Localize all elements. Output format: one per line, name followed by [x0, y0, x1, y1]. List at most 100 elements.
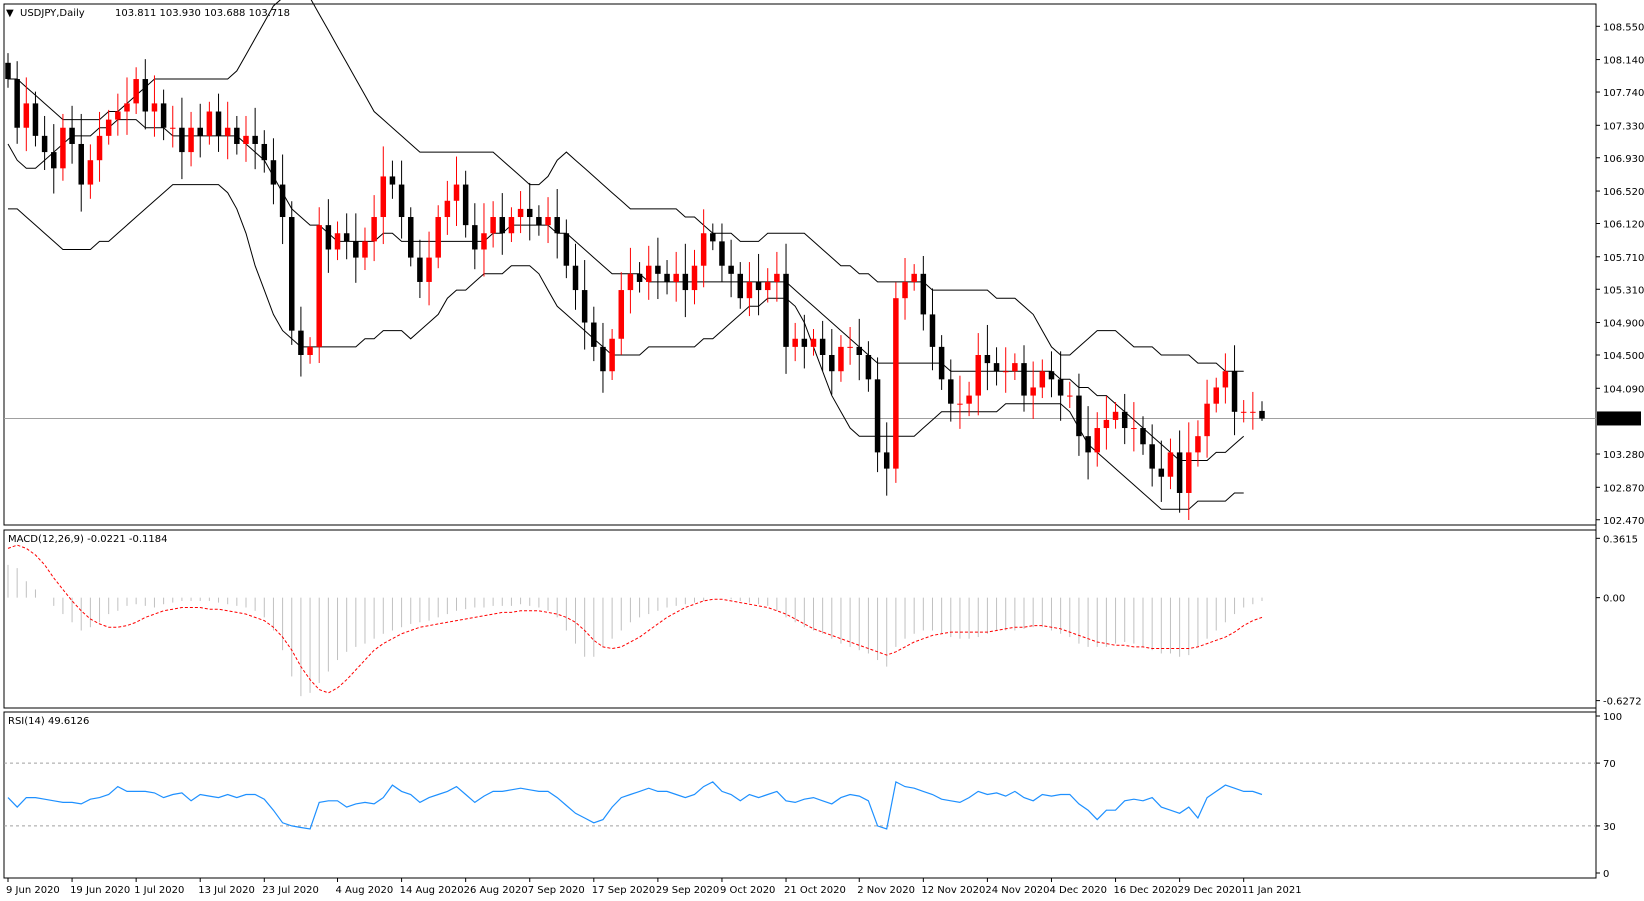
- date-tick-label: 21 Oct 2020: [784, 885, 846, 896]
- header-arrow-icon[interactable]: ▼: [6, 8, 14, 19]
- bear-candle-body: [417, 257, 423, 282]
- bear-candle-body: [865, 354, 872, 380]
- candles: [5, 53, 1265, 520]
- bull-candle-body: [435, 217, 441, 258]
- bear-candle-body: [801, 338, 808, 347]
- price-tick-label: 108.550: [1603, 22, 1644, 33]
- bull-candle-body: [380, 176, 387, 218]
- bull-candle-body: [957, 403, 963, 405]
- bull-candle-body: [23, 103, 30, 128]
- bull-candle-body: [847, 346, 853, 348]
- bull-candle-body: [975, 354, 981, 396]
- bull-candle-body: [700, 233, 707, 266]
- bollinger-bands: [7, 0, 1245, 510]
- price-tick-label: 107.740: [1603, 88, 1644, 99]
- band-upper-line: [8, 0, 1244, 372]
- current-price-label: 103.718: [1600, 414, 1641, 425]
- price-tick-label: 106.930: [1603, 154, 1644, 165]
- bull-candle-body: [188, 127, 194, 153]
- bear-candle-body: [929, 314, 936, 347]
- bull-candle-body: [1131, 428, 1137, 430]
- bull-candle-body: [1103, 419, 1110, 429]
- bear-candle-body: [581, 290, 588, 323]
- bear-candle-body: [1057, 379, 1064, 396]
- bear-candle-body: [179, 127, 185, 153]
- bull-candle-body: [627, 273, 634, 291]
- band-lower-line: [8, 184, 1244, 510]
- bear-candle-body: [1176, 452, 1183, 493]
- bear-candle-body: [600, 346, 606, 372]
- rsi-tick-label: 0: [1603, 869, 1609, 880]
- rsi-tick-label: 30: [1603, 822, 1616, 833]
- date-tick-label: 14 Aug 2020: [400, 885, 464, 896]
- current-price-marker: 103.718: [1597, 411, 1641, 426]
- bull-candle-body: [673, 273, 679, 282]
- bear-candle-body: [270, 160, 277, 185]
- bull-candle-body: [1213, 387, 1219, 404]
- bull-candle-body: [838, 346, 844, 372]
- bull-candle-body: [1002, 371, 1009, 373]
- bull-candle-body: [893, 298, 899, 469]
- bear-candle-body: [948, 379, 954, 404]
- bull-candle-body: [1039, 371, 1046, 388]
- date-tick-label: 9 Oct 2020: [720, 885, 775, 896]
- date-tick-label: 4 Dec 2020: [1049, 885, 1107, 896]
- bear-candle-body: [682, 273, 689, 291]
- date-tick-label: 24 Nov 2020: [985, 885, 1049, 896]
- price-tick-label: 103.280: [1603, 450, 1644, 461]
- bull-candle-body: [115, 111, 121, 120]
- bear-candle-body: [1158, 468, 1165, 477]
- bear-candle-body: [261, 143, 268, 161]
- bull-candle-body: [966, 395, 972, 404]
- macd-plot: [7, 544, 1263, 697]
- date-tick-label: 29 Dec 2020: [1178, 885, 1242, 896]
- price-tick-label: 102.470: [1603, 516, 1644, 527]
- bear-candle-body: [719, 241, 725, 266]
- bull-candle-body: [151, 103, 158, 112]
- bear-candle-body: [655, 265, 661, 274]
- price-pane-frame: [3, 3, 1597, 526]
- bear-candle-body: [234, 127, 240, 144]
- bear-candle-body: [783, 273, 789, 347]
- bull-candle-body: [1204, 403, 1210, 437]
- rsi-tick-label: 100: [1603, 712, 1622, 723]
- bull-candle-body: [481, 233, 487, 250]
- macd-tick-label: 0.00: [1603, 594, 1625, 605]
- date-tick-label: 19 Jun 2020: [70, 885, 130, 896]
- y-axis-labels: 108.550 108.140 107.740 107.330 106.930 106.5…: [1596, 22, 1644, 880]
- bear-candle-body: [197, 127, 203, 136]
- price-tick-label: 107.330: [1603, 121, 1644, 132]
- bear-candle-body: [993, 363, 1000, 372]
- bull-candle-body: [105, 119, 112, 136]
- rsi-title: RSI(14) 49.6126: [8, 716, 89, 727]
- price-tick-label: 105.310: [1603, 285, 1644, 296]
- date-tick-label: 17 Sep 2020: [592, 885, 655, 896]
- date-tick-label: 29 Sep 2020: [656, 885, 719, 896]
- macd-tick-label: 0.3615: [1603, 534, 1638, 545]
- bull-candle-body: [545, 217, 551, 226]
- bear-candle-body: [5, 62, 11, 80]
- bear-candle-body: [829, 354, 835, 372]
- current-price-badge: [1597, 411, 1641, 426]
- date-tick-label: 11 Jan 2021: [1242, 885, 1302, 896]
- bear-candle-body: [215, 111, 222, 136]
- bear-candle-body: [636, 273, 643, 282]
- bear-candle-body: [874, 379, 881, 453]
- bull-candle-body: [316, 225, 322, 347]
- bull-candle-body: [243, 135, 249, 144]
- bear-candle-body: [1259, 410, 1265, 419]
- date-tick-label: 2 Nov 2020: [857, 885, 915, 896]
- bull-candle-body: [490, 217, 496, 234]
- bear-candle-body: [142, 79, 149, 112]
- bull-candle-body: [96, 135, 103, 161]
- bear-candle-body: [536, 217, 542, 226]
- bear-candle-body: [883, 452, 890, 469]
- price-tick-label: 104.900: [1603, 319, 1644, 330]
- ohlc-readout: 103.811 103.930 103.688 103.718: [115, 8, 290, 19]
- bear-candle-body: [462, 184, 469, 226]
- bear-candle-body: [298, 330, 304, 355]
- bear-candle-body: [279, 184, 286, 218]
- bear-candle-body: [984, 354, 991, 364]
- rsi-line: [7, 780, 1263, 830]
